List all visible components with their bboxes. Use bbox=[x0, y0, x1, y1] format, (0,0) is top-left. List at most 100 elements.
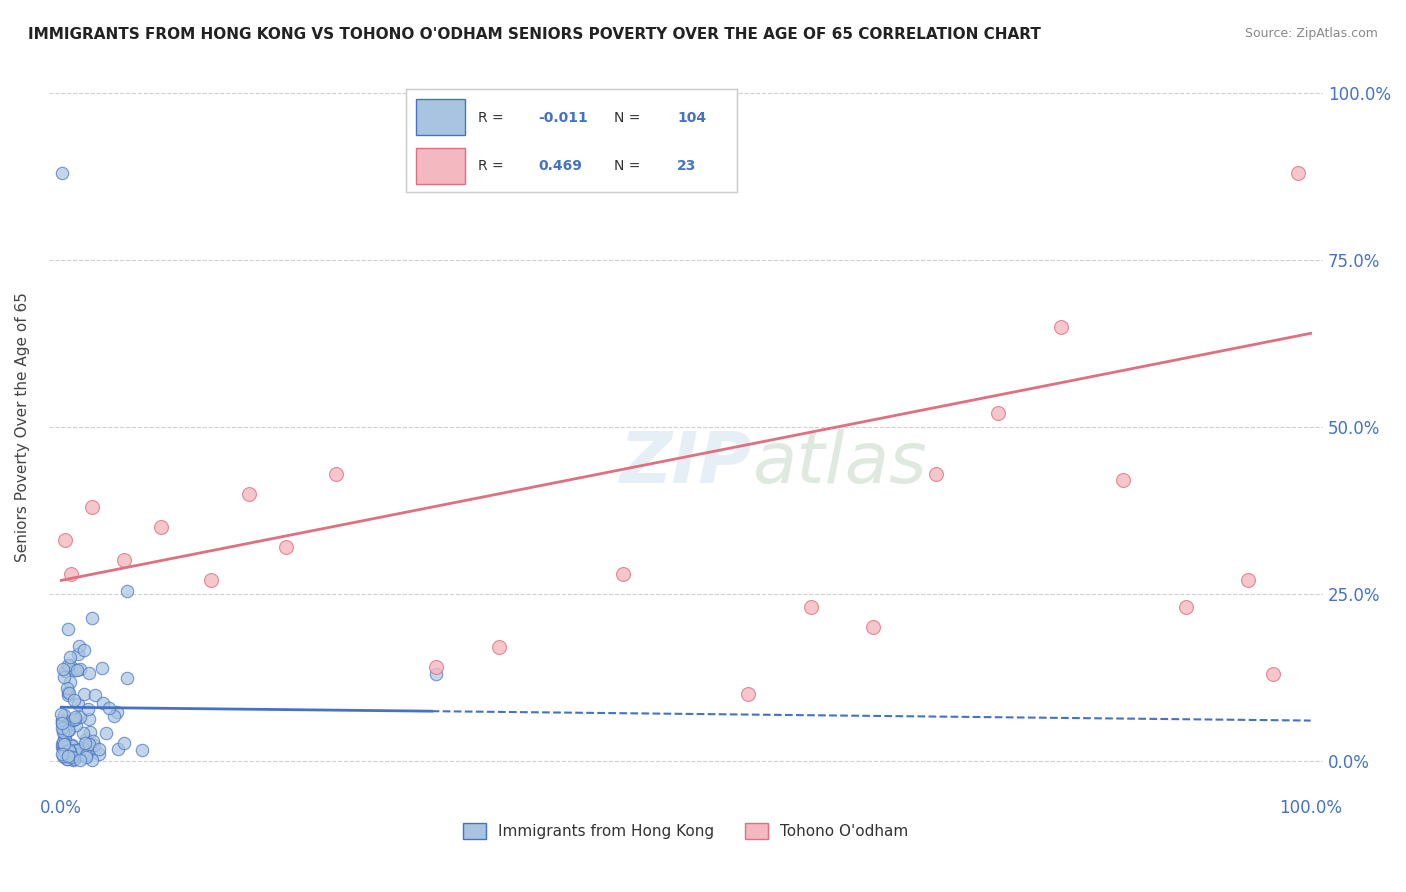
Point bbox=[862, 620, 884, 634]
Point bbox=[73, 736, 96, 750]
Text: IMMIGRANTS FROM HONG KONG VS TOHONO O'ODHAM SENIORS POVERTY OVER THE AGE OF 65 C: IMMIGRANTS FROM HONG KONG VS TOHONO O'OD… bbox=[28, 27, 1040, 42]
Point bbox=[425, 666, 447, 681]
Point bbox=[59, 749, 82, 764]
Point bbox=[87, 747, 110, 761]
Point bbox=[60, 566, 83, 581]
Point bbox=[93, 696, 115, 710]
Point bbox=[1237, 574, 1260, 588]
Point bbox=[112, 735, 135, 749]
Point bbox=[77, 712, 100, 726]
Point bbox=[488, 640, 510, 654]
Point bbox=[56, 622, 79, 636]
Point bbox=[1112, 473, 1135, 487]
Point bbox=[60, 739, 83, 753]
Point bbox=[56, 685, 79, 699]
Point bbox=[67, 748, 90, 763]
Text: atlas: atlas bbox=[752, 429, 927, 498]
Point bbox=[55, 731, 77, 746]
Point bbox=[52, 735, 75, 749]
Point bbox=[91, 661, 114, 675]
Point bbox=[77, 742, 100, 756]
Point bbox=[70, 740, 93, 755]
Point bbox=[200, 574, 222, 588]
Point bbox=[75, 732, 97, 747]
Y-axis label: Seniors Poverty Over the Age of 65: Seniors Poverty Over the Age of 65 bbox=[15, 292, 30, 562]
Point bbox=[53, 665, 76, 679]
Point bbox=[80, 753, 103, 767]
Point bbox=[115, 583, 138, 598]
Point bbox=[53, 738, 76, 752]
Point bbox=[67, 639, 90, 653]
Point bbox=[325, 467, 347, 481]
Point bbox=[75, 749, 97, 764]
Point bbox=[53, 714, 76, 728]
Point bbox=[58, 723, 80, 737]
Point bbox=[56, 752, 79, 766]
Point bbox=[53, 533, 76, 548]
Point bbox=[987, 407, 1010, 421]
Point bbox=[53, 708, 76, 723]
Point bbox=[83, 689, 105, 703]
Point bbox=[52, 737, 75, 751]
Point bbox=[56, 748, 79, 763]
Point bbox=[73, 643, 96, 657]
Point bbox=[51, 721, 73, 735]
Point bbox=[82, 734, 104, 748]
Point bbox=[58, 685, 80, 699]
Point bbox=[75, 747, 97, 762]
Point bbox=[53, 727, 76, 741]
Point bbox=[63, 752, 86, 766]
Point bbox=[67, 743, 90, 757]
Point bbox=[55, 746, 77, 760]
Point bbox=[62, 753, 84, 767]
Point bbox=[63, 710, 86, 724]
Point bbox=[425, 660, 447, 674]
Point bbox=[238, 486, 260, 500]
Point bbox=[73, 688, 96, 702]
Point bbox=[105, 705, 128, 719]
Point bbox=[131, 743, 153, 757]
Point bbox=[51, 739, 73, 754]
Point bbox=[63, 663, 86, 677]
Point bbox=[612, 566, 634, 581]
Point bbox=[52, 740, 75, 755]
Point bbox=[56, 751, 79, 765]
Point bbox=[53, 743, 76, 757]
Point bbox=[59, 674, 82, 689]
Point bbox=[58, 657, 80, 672]
Point bbox=[52, 748, 75, 763]
Point bbox=[69, 710, 91, 724]
Point bbox=[98, 701, 121, 715]
Legend: Immigrants from Hong Kong, Tohono O'odham: Immigrants from Hong Kong, Tohono O'odha… bbox=[457, 817, 915, 845]
Point bbox=[737, 687, 759, 701]
Point bbox=[63, 693, 86, 707]
Point bbox=[51, 706, 73, 721]
Point bbox=[1049, 319, 1071, 334]
Point bbox=[52, 742, 75, 756]
Point bbox=[72, 726, 94, 740]
Point bbox=[107, 742, 129, 756]
Point bbox=[82, 500, 104, 514]
Point bbox=[52, 662, 75, 676]
Point bbox=[96, 725, 118, 739]
Point bbox=[65, 747, 87, 762]
Text: Source: ZipAtlas.com: Source: ZipAtlas.com bbox=[1244, 27, 1378, 40]
Point bbox=[58, 742, 80, 756]
Point bbox=[65, 718, 87, 732]
Point bbox=[53, 723, 76, 737]
Point bbox=[51, 714, 73, 728]
Point bbox=[60, 750, 83, 764]
Point bbox=[66, 663, 89, 677]
Point bbox=[77, 666, 100, 681]
Point bbox=[67, 697, 90, 711]
Point bbox=[58, 745, 80, 759]
Point bbox=[1286, 166, 1309, 180]
Point bbox=[79, 725, 101, 739]
Point bbox=[112, 553, 135, 567]
Point bbox=[59, 658, 82, 673]
Point bbox=[77, 737, 100, 751]
Point bbox=[925, 467, 948, 481]
Point bbox=[150, 520, 173, 534]
Point bbox=[52, 724, 75, 739]
Point bbox=[63, 742, 86, 756]
